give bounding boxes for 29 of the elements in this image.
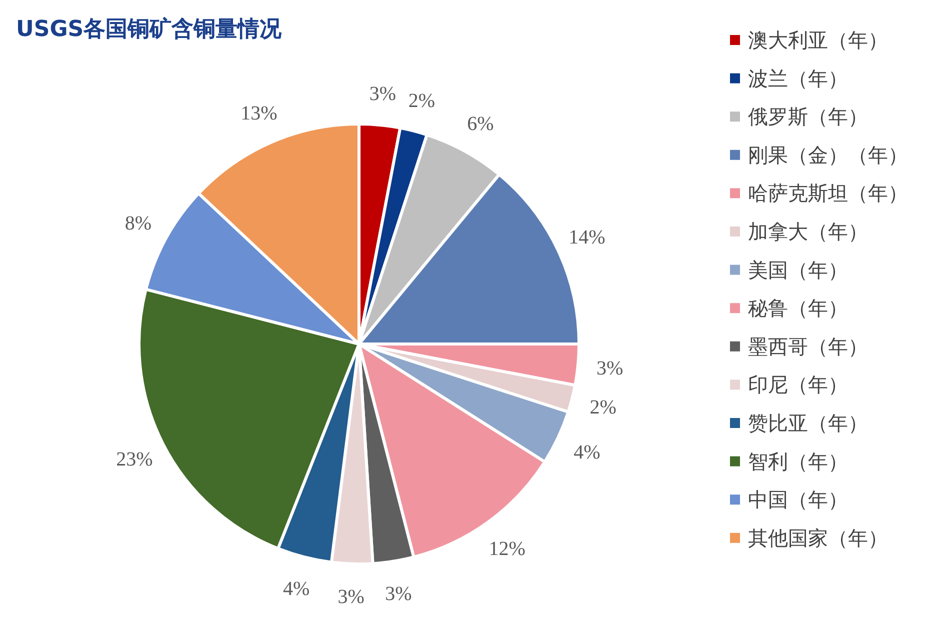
legend-label: 赞比亚（年） <box>748 413 868 435</box>
legend-label: 哈萨克斯坦（年） <box>748 183 908 206</box>
legend-label: 澳大利亚（年） <box>748 30 888 52</box>
legend-label: 中国（年） <box>748 490 848 512</box>
data-label: 13% <box>240 102 278 125</box>
legend-label: 波兰（年） <box>748 68 848 90</box>
data-label: 2% <box>408 90 436 112</box>
legend-label: 刚果（金）（年） <box>748 144 908 167</box>
legend-label: 墨西哥（年） <box>748 336 868 358</box>
data-label: 14% <box>568 226 606 249</box>
data-label: 3% <box>338 586 364 608</box>
legend-label: 加拿大（年） <box>748 222 868 244</box>
data-label: 3% <box>369 83 396 106</box>
data-label: 2% <box>590 396 616 419</box>
data-label: 3% <box>596 358 624 380</box>
data-label: 6% <box>467 113 494 136</box>
data-label: 4% <box>282 578 310 600</box>
data-label: 3% <box>385 582 412 605</box>
chart-title: USGS各国铜矿含铜量情况 <box>16 16 283 42</box>
data-label: 4% <box>574 441 600 464</box>
data-label: 23% <box>116 448 153 470</box>
legend-label: 智利（年） <box>748 451 848 474</box>
data-label: 8% <box>124 212 152 235</box>
legend-label: 美国（年） <box>748 258 848 282</box>
legend-label: 印尼（年） <box>748 374 848 397</box>
legend-label: 秘鲁（年） <box>748 298 848 320</box>
data-label: 12% <box>488 538 526 560</box>
legend-label: 俄罗斯（年） <box>748 106 868 129</box>
legend-label: 其他国家（年） <box>748 528 888 550</box>
